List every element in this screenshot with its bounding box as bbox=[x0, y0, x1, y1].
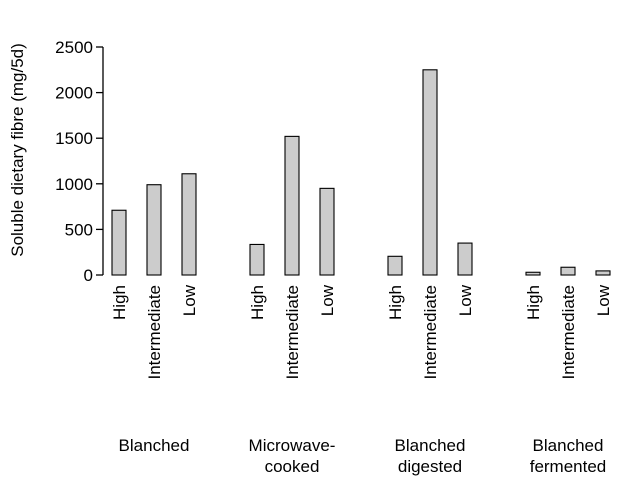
y-tick-label: 500 bbox=[65, 220, 93, 239]
group-label: Microwave- bbox=[249, 436, 336, 455]
x-tick-label: High bbox=[524, 285, 543, 320]
x-tick-label: Low bbox=[594, 284, 613, 316]
bar bbox=[525, 271, 541, 276]
bars bbox=[111, 69, 611, 276]
y-tick-label: 2500 bbox=[55, 38, 93, 57]
group-label: Blanched bbox=[395, 436, 466, 455]
y-axis-label: Soluble dietary fibre (mg/5d) bbox=[8, 43, 27, 257]
bar bbox=[560, 266, 576, 276]
bar bbox=[111, 209, 127, 276]
bar bbox=[422, 69, 438, 276]
bar bbox=[457, 242, 473, 276]
bar bbox=[319, 187, 335, 276]
x-tick-label: Low bbox=[318, 284, 337, 316]
group-label: fermented bbox=[530, 457, 607, 476]
y-tick-label: 1000 bbox=[55, 175, 93, 194]
group-labels: Blanched Microwave-cooked Blanched digested… bbox=[119, 436, 607, 476]
x-tick-label: High bbox=[386, 285, 405, 320]
y-tick-label: 1500 bbox=[55, 129, 93, 148]
bar bbox=[387, 255, 403, 276]
x-tick-label: Intermediate bbox=[421, 285, 440, 380]
group-label: cooked bbox=[265, 457, 320, 476]
y-tick-label: 2000 bbox=[55, 84, 93, 103]
x-tick-label: Intermediate bbox=[145, 285, 164, 380]
bar bbox=[284, 135, 300, 276]
x-tick-label: Low bbox=[180, 284, 199, 316]
group-label: Blanched bbox=[119, 436, 190, 455]
bar bbox=[146, 184, 162, 276]
group-label: digested bbox=[398, 457, 462, 476]
bar bbox=[249, 243, 265, 276]
bar bbox=[595, 270, 611, 276]
x-tick-label: Intermediate bbox=[283, 285, 302, 380]
y-tick-label: 0 bbox=[84, 266, 93, 285]
group-label: Blanched bbox=[533, 436, 604, 455]
x-tick-label: Intermediate bbox=[559, 285, 578, 380]
x-tick-label: High bbox=[110, 285, 129, 320]
x-tick-label: High bbox=[248, 285, 267, 320]
x-axis-tick-labels: High Intermediate Low High Intermediate Low Hi… bbox=[110, 284, 613, 379]
x-tick-label: Low bbox=[456, 284, 475, 316]
bar bbox=[181, 173, 197, 276]
y-axis: 0 500 1000 1500 2000 2500 bbox=[55, 38, 103, 285]
